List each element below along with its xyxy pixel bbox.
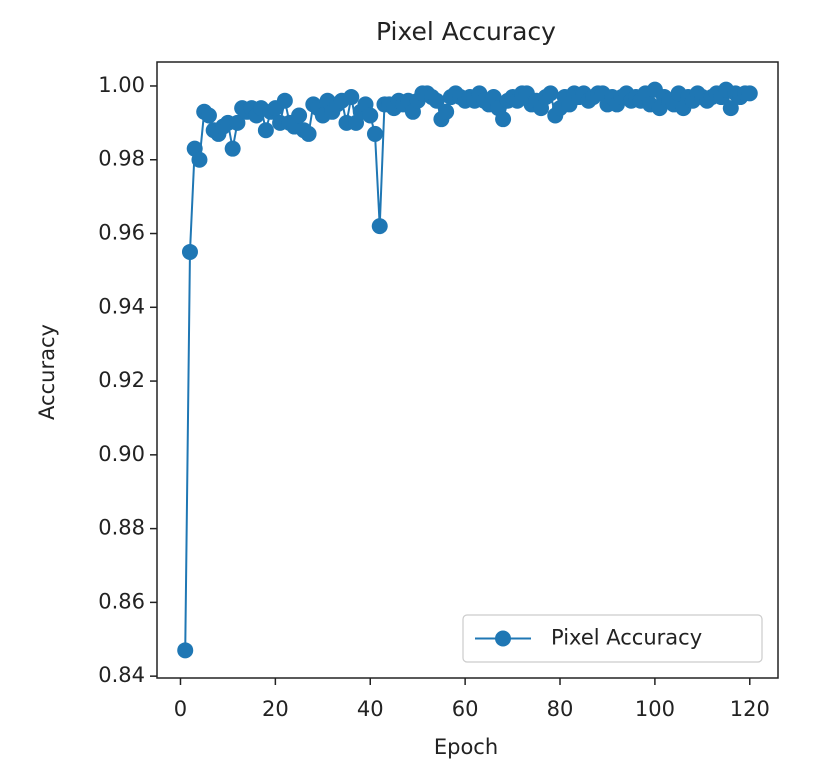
legend-marker <box>495 630 511 647</box>
data-point <box>343 89 360 106</box>
data-point <box>495 111 512 128</box>
data-point <box>181 243 198 260</box>
data-point <box>177 642 194 659</box>
y-axis-label: Accuracy <box>35 324 59 420</box>
data-point <box>542 85 559 102</box>
data-point <box>371 218 388 235</box>
x-tick-label: 40 <box>357 697 384 721</box>
x-axis-label: Epoch <box>434 735 498 759</box>
y-tick-label: 0.98 <box>98 147 145 171</box>
x-tick-label: 80 <box>547 697 574 721</box>
y-tick-label: 0.86 <box>98 589 145 613</box>
plot-frame <box>156 61 779 679</box>
data-point <box>257 122 274 139</box>
x-tick-label: 0 <box>174 697 187 721</box>
legend-label: Pixel Accuracy <box>551 626 702 650</box>
chart-title: Pixel Accuracy <box>376 17 556 46</box>
y-tick-label: 0.96 <box>98 221 145 245</box>
x-tick-label: 120 <box>730 697 770 721</box>
data-point <box>362 107 379 124</box>
data-point <box>741 85 758 102</box>
data-point <box>229 114 246 131</box>
data-point <box>224 140 241 157</box>
x-tick-label: 60 <box>452 697 479 721</box>
data-point <box>300 125 317 142</box>
x-tick-label: 100 <box>635 697 675 721</box>
y-tick-label: 0.88 <box>98 516 145 540</box>
data-point <box>428 92 445 109</box>
y-tick-label: 1.00 <box>98 73 145 97</box>
y-tick-label: 0.90 <box>98 442 145 466</box>
data-point <box>200 107 217 124</box>
data-point <box>276 92 293 109</box>
y-tick-label: 0.92 <box>98 368 145 392</box>
y-tick-label: 0.94 <box>98 294 145 318</box>
y-tick-label: 0.84 <box>98 663 145 687</box>
data-point <box>722 100 739 117</box>
x-tick-label: 20 <box>262 697 289 721</box>
legend-box <box>462 614 763 663</box>
data-point <box>191 151 208 168</box>
data-point <box>438 103 455 120</box>
data-point <box>366 125 383 142</box>
data-point <box>291 107 308 124</box>
